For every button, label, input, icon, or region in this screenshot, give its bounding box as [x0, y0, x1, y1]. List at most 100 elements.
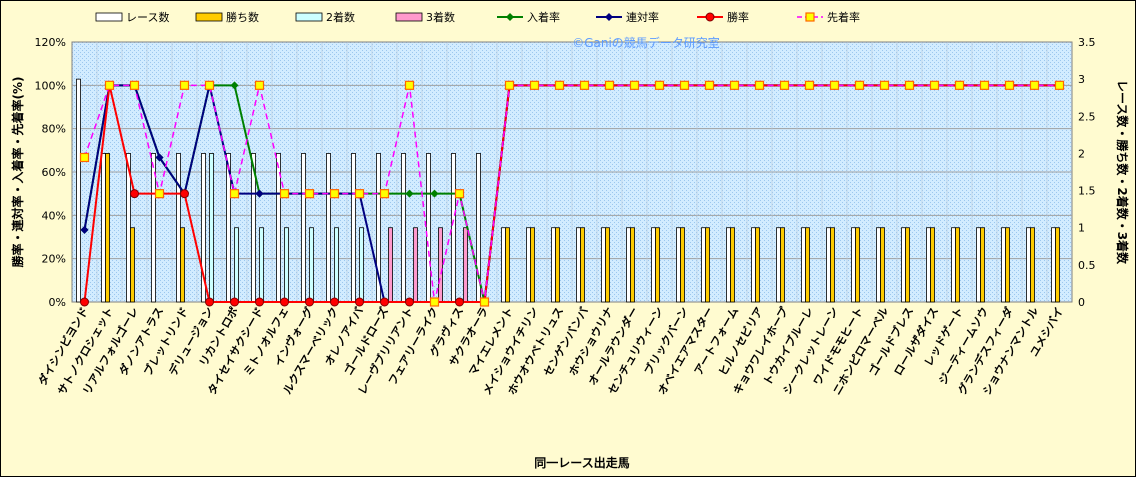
- legend-item: 2着数: [295, 10, 355, 24]
- point-勝率: [255, 297, 264, 307]
- point-先着率: [1004, 80, 1015, 90]
- point-入着率: [430, 189, 439, 198]
- point-先着率: [904, 80, 915, 90]
- point-先着率: [154, 189, 165, 199]
- point-先着率: [979, 80, 990, 90]
- y-right-tick-label: 1.5: [1078, 185, 1096, 198]
- bar-レース数: [351, 153, 356, 303]
- bar-勝ち数: [980, 227, 985, 303]
- y-right-tick-label: 0: [1078, 296, 1085, 309]
- legend-swatch: [395, 12, 423, 22]
- point-先着率: [1029, 80, 1040, 90]
- point-先着率: [854, 80, 865, 90]
- point-先着率: [454, 189, 465, 199]
- point-先着率: [179, 80, 190, 90]
- point-入着率: [230, 81, 239, 90]
- bar-レース数: [451, 153, 456, 303]
- bar-レース数: [101, 153, 106, 303]
- bar-series: [76, 78, 1060, 303]
- point-勝率: [230, 297, 239, 307]
- bar-レース数: [851, 227, 856, 303]
- point-先着率: [954, 80, 965, 90]
- bar-レース数: [601, 227, 606, 303]
- point-先着率: [379, 189, 390, 199]
- legend-marker: [705, 12, 715, 22]
- point-先着率: [604, 80, 615, 90]
- legend-swatch: [295, 12, 323, 22]
- y-right-tick-label: 1: [1078, 222, 1085, 235]
- legend-marker: [805, 12, 815, 22]
- bar-レース数: [801, 227, 806, 303]
- point-先着率: [104, 80, 115, 90]
- y-left-tick-label: 100%: [35, 79, 66, 92]
- bar-2着数: [259, 227, 264, 303]
- point-先着率: [429, 297, 440, 307]
- point-連対率: [255, 189, 264, 198]
- point-先着率: [779, 80, 790, 90]
- legend-item: 連対率: [596, 10, 659, 24]
- bar-レース数: [551, 227, 556, 303]
- bar-3着数: [463, 227, 468, 303]
- category-axis: ダイシンビヨンドサトノクロシェットリアルフォルゴーレダノンアトラスブレットリンド…: [35, 304, 1066, 398]
- bar-勝ち数: [955, 227, 960, 303]
- legend-label: レース数: [126, 11, 169, 24]
- bar-勝ち数: [755, 227, 760, 303]
- bar-勝ち数: [105, 153, 110, 303]
- bar-レース数: [301, 153, 306, 303]
- point-先着率: [729, 80, 740, 90]
- bar-レース数: [151, 153, 156, 303]
- point-先着率: [79, 152, 90, 163]
- bar-レース数: [201, 153, 206, 303]
- point-先着率: [254, 80, 265, 90]
- point-先着率: [354, 189, 365, 199]
- bar-レース数: [726, 227, 731, 303]
- legend-label: 3着数: [426, 10, 455, 24]
- bar-勝ち数: [1055, 227, 1060, 303]
- left-axis: 0% 20% 40% 60% 80% 100% 120%: [35, 36, 66, 309]
- point-先着率: [804, 80, 815, 90]
- point-先着率: [629, 80, 640, 90]
- legend-item: 入着率: [497, 10, 560, 24]
- legend-item: 勝ち数: [195, 10, 259, 24]
- bar-2着数: [209, 153, 214, 303]
- point-勝率: [355, 297, 364, 307]
- point-勝率: [455, 297, 464, 307]
- y-right-tick-label: 2: [1078, 147, 1085, 160]
- series-先着率: [79, 80, 1065, 307]
- point-勝率: [380, 297, 389, 307]
- point-先着率: [129, 80, 140, 90]
- bar-勝ち数: [905, 227, 910, 303]
- y-right-tick-label: 3: [1078, 73, 1085, 86]
- y-left-axis-title: 勝率・連対率・入着率・先着率(%): [10, 77, 25, 268]
- bar-勝ち数: [780, 227, 785, 303]
- bar-勝ち数: [580, 227, 585, 303]
- point-先着率: [829, 80, 840, 90]
- bar-勝ち数: [630, 227, 635, 303]
- y-right-tick-label: 3.5: [1078, 36, 1096, 49]
- legend-item: レース数: [95, 11, 169, 24]
- legend-item: 3着数: [395, 10, 455, 24]
- point-先着率: [404, 80, 415, 90]
- point-先着率: [879, 80, 890, 90]
- point-勝率: [180, 189, 189, 199]
- legend-label: 連対率: [626, 10, 659, 24]
- y-right-axis-title: レース数・勝ち数・2着数・3着数: [1115, 80, 1130, 265]
- point-勝率: [405, 297, 414, 307]
- bar-勝ち数: [730, 227, 735, 303]
- point-先着率: [529, 80, 540, 90]
- bar-レース数: [401, 153, 406, 303]
- bar-勝ち数: [1005, 227, 1010, 303]
- bar-レース数: [1001, 227, 1006, 303]
- line-先着率: [83, 84, 1060, 303]
- bar-2着数: [309, 227, 314, 303]
- bar-レース数: [76, 78, 81, 303]
- point-先着率: [329, 189, 340, 199]
- point-勝率: [280, 297, 289, 307]
- point-先着率: [579, 80, 590, 90]
- point-入着率: [405, 189, 414, 198]
- legend-swatch: [95, 12, 123, 22]
- point-先着率: [204, 80, 215, 90]
- legend-marker: [506, 13, 514, 21]
- y-right-tick-label: 0.5: [1078, 259, 1096, 272]
